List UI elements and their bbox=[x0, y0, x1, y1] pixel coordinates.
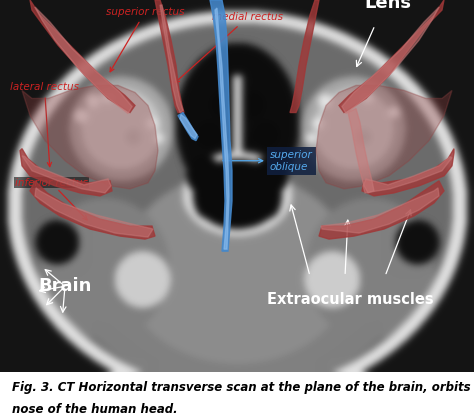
Polygon shape bbox=[321, 188, 439, 233]
Polygon shape bbox=[215, 8, 229, 249]
Polygon shape bbox=[178, 113, 198, 141]
Text: superior rectus: superior rectus bbox=[106, 7, 184, 72]
Text: Fig. 3. CT Horizontal transverse scan at the plane of the brain, orbits and: Fig. 3. CT Horizontal transverse scan at… bbox=[12, 381, 474, 394]
Text: lateral rectus: lateral rectus bbox=[10, 82, 79, 167]
Polygon shape bbox=[30, 0, 135, 113]
Polygon shape bbox=[20, 149, 112, 196]
Polygon shape bbox=[348, 108, 374, 193]
Text: Brain: Brain bbox=[38, 277, 91, 295]
Polygon shape bbox=[319, 181, 444, 239]
Polygon shape bbox=[35, 188, 153, 237]
Text: Lens: Lens bbox=[365, 0, 411, 12]
Text: medial rectus: medial rectus bbox=[175, 12, 283, 83]
Polygon shape bbox=[22, 156, 111, 193]
Polygon shape bbox=[316, 85, 452, 189]
Polygon shape bbox=[339, 0, 444, 113]
Polygon shape bbox=[290, 0, 319, 113]
Polygon shape bbox=[210, 0, 232, 251]
Text: Extraocular muscles: Extraocular muscles bbox=[267, 292, 433, 307]
Polygon shape bbox=[342, 7, 439, 113]
Polygon shape bbox=[160, 5, 183, 113]
Polygon shape bbox=[363, 157, 452, 193]
Text: nose of the human head.: nose of the human head. bbox=[12, 403, 177, 416]
Polygon shape bbox=[35, 7, 132, 113]
Polygon shape bbox=[362, 149, 454, 196]
Polygon shape bbox=[180, 115, 197, 139]
Polygon shape bbox=[30, 181, 155, 239]
Polygon shape bbox=[155, 0, 184, 113]
Text: inferior rectus: inferior rectus bbox=[15, 178, 88, 220]
Polygon shape bbox=[22, 85, 158, 189]
Text: superior
oblique: superior oblique bbox=[223, 150, 313, 171]
